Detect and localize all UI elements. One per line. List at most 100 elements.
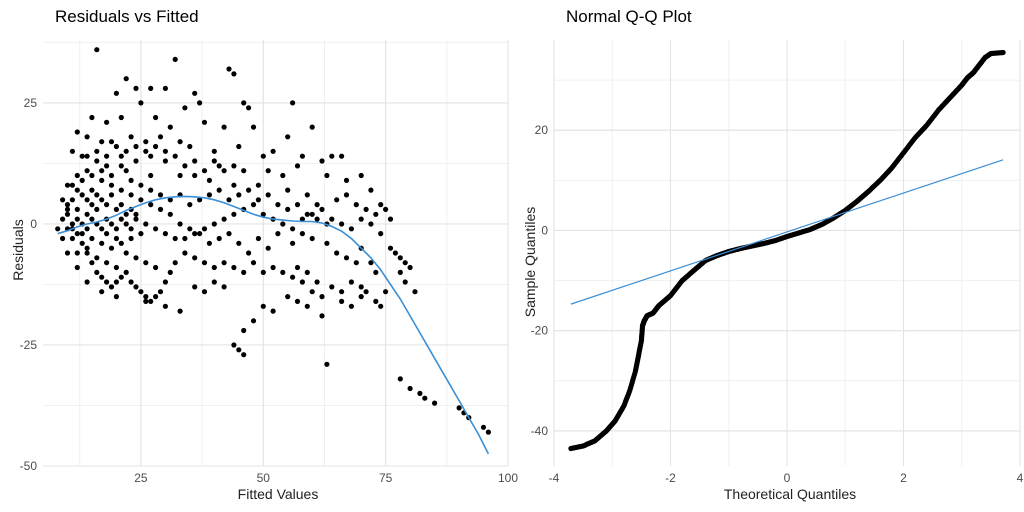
data-point	[124, 250, 129, 255]
data-point	[315, 202, 320, 207]
data-point	[349, 226, 354, 231]
data-point	[192, 158, 197, 163]
data-point	[138, 197, 143, 202]
x-axis-label: Theoretical Quantiles	[724, 486, 856, 502]
data-point	[178, 309, 183, 314]
data-point	[231, 163, 236, 168]
data-point	[207, 178, 212, 183]
x-axis-label: Fitted Values	[238, 486, 319, 502]
data-point	[305, 212, 310, 217]
data-point	[251, 202, 256, 207]
data-point	[319, 158, 324, 163]
data-point	[153, 226, 158, 231]
data-point	[334, 197, 339, 202]
y-tick-label: -40	[531, 424, 549, 438]
data-point	[75, 231, 80, 236]
data-point	[65, 183, 70, 188]
residuals-vs-fitted-panel: Residuals vs Fitted 25 50 75 100 25 0 -25 -50 F…	[0, 0, 512, 512]
data-point	[109, 173, 114, 178]
x-tick-label: 4	[1017, 471, 1024, 485]
data-point	[319, 207, 324, 212]
data-point	[359, 173, 364, 178]
data-point	[104, 120, 109, 125]
data-point	[359, 294, 364, 299]
data-point	[75, 129, 80, 134]
data-point	[271, 309, 276, 314]
data-point	[324, 241, 329, 246]
data-point	[114, 91, 119, 96]
data-point	[124, 168, 129, 173]
data-point	[178, 173, 183, 178]
data-point	[354, 260, 359, 265]
data-point	[104, 260, 109, 265]
data-point	[310, 236, 315, 241]
data-point	[202, 168, 207, 173]
data-point	[246, 105, 251, 110]
data-point	[354, 202, 359, 207]
x-tick-label: 75	[379, 471, 393, 485]
data-point	[231, 212, 236, 217]
data-point	[168, 270, 173, 275]
data-point	[70, 236, 75, 241]
data-point	[315, 279, 320, 284]
data-point	[114, 279, 119, 284]
data-point	[148, 173, 153, 178]
data-point	[393, 250, 398, 255]
data-point	[329, 217, 334, 222]
data-point	[75, 207, 80, 212]
data-point	[119, 163, 124, 168]
data-point	[85, 212, 90, 217]
data-point	[192, 231, 197, 236]
data-point	[222, 168, 227, 173]
data-point	[290, 226, 295, 231]
data-point	[119, 241, 124, 246]
data-point	[398, 376, 403, 381]
data-point	[133, 255, 138, 260]
data-point	[70, 149, 75, 154]
data-point	[124, 212, 129, 217]
data-point	[241, 100, 246, 105]
data-point	[241, 168, 246, 173]
data-point	[178, 139, 183, 144]
y-tick-label: 20	[535, 123, 549, 137]
data-point	[75, 265, 80, 270]
data-point	[359, 284, 364, 289]
data-point	[378, 231, 383, 236]
data-point	[94, 149, 99, 154]
data-point	[129, 279, 134, 284]
data-point	[310, 125, 315, 130]
data-point	[373, 299, 378, 304]
data-point	[94, 47, 99, 52]
data-point	[207, 241, 212, 246]
data-point	[266, 246, 271, 251]
data-point	[89, 188, 94, 193]
data-point	[148, 188, 153, 193]
data-point	[241, 270, 246, 275]
data-point	[344, 255, 349, 260]
data-point	[324, 173, 329, 178]
data-point	[256, 236, 261, 241]
y-tick-label: -25	[20, 338, 38, 352]
data-point	[173, 260, 178, 265]
data-point	[148, 154, 153, 159]
data-point	[295, 265, 300, 270]
data-point	[119, 202, 124, 207]
y-axis-label: Residuals	[10, 219, 26, 280]
x-tick-label: -2	[665, 471, 676, 485]
data-point	[168, 125, 173, 130]
data-point	[187, 202, 192, 207]
data-point	[300, 231, 305, 236]
data-point	[1001, 50, 1006, 55]
data-point	[143, 294, 148, 299]
data-point	[173, 57, 178, 62]
data-point	[163, 304, 168, 309]
data-point	[334, 250, 339, 255]
data-point	[99, 241, 104, 246]
data-point	[285, 134, 290, 139]
data-point	[94, 207, 99, 212]
data-point	[187, 144, 192, 149]
data-point	[231, 265, 236, 270]
data-point	[153, 265, 158, 270]
data-point	[65, 250, 70, 255]
data-point	[486, 430, 491, 435]
